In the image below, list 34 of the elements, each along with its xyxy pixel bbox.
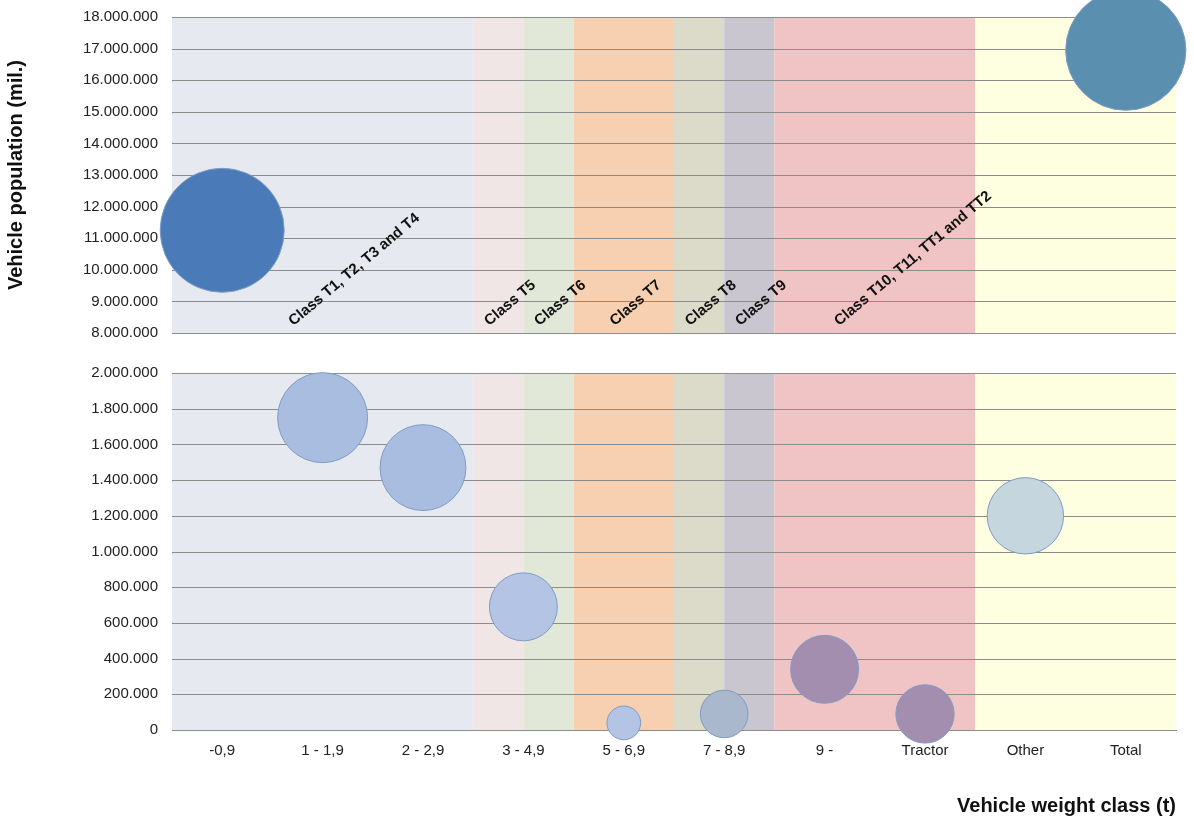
y-tick-label: 18.000.000 <box>82 7 158 25</box>
y-tick-label: 12.000.000 <box>82 196 158 214</box>
y-tick-label: 13.000.000 <box>82 165 158 183</box>
y-tick-label: 0 <box>149 720 158 738</box>
x-tick-label: 9 - <box>815 741 834 759</box>
y-tick-label: 16.000.000 <box>82 70 158 88</box>
y-tick-label: 200.000 <box>103 684 158 702</box>
y-tick-label: 1.600.000 <box>91 434 158 452</box>
y-tick-label: 800.000 <box>103 577 158 595</box>
x-axis-title: Vehicle weight class (t) <box>957 793 1176 816</box>
y-tick-label: 600.000 <box>103 613 158 631</box>
y-tick-label: 17.000.000 <box>82 38 158 56</box>
y-tick-label: 1.400.000 <box>91 470 158 488</box>
x-tick-label: 7 - 8,9 <box>702 741 746 759</box>
y-tick-label: 14.000.000 <box>82 133 158 151</box>
y-axis-title: Vehicle population (mil.) <box>3 59 26 291</box>
y-tick-label: 1.000.000 <box>91 541 158 559</box>
y-tick-label: 10.000.000 <box>82 259 158 277</box>
x-tick-label: 5 - 6,9 <box>602 741 646 759</box>
y-tick-label: 1.200.000 <box>91 505 158 523</box>
y-tick-label: 2.000.000 <box>91 363 158 381</box>
y-tick-label: 8.000.000 <box>91 323 158 341</box>
x-tick-label: Other <box>1006 741 1045 759</box>
y-tick-label: 15.000.000 <box>82 101 158 119</box>
x-tick-label: Tractor <box>901 741 949 759</box>
y-tick-label: 11.000.000 <box>84 228 158 246</box>
x-tick-label: Total <box>1109 741 1142 759</box>
y-tick-label: 400.000 <box>103 648 158 666</box>
x-tick-label: 3 - 4,9 <box>502 741 545 759</box>
y-tick-label: 9.000.000 <box>91 291 158 309</box>
x-tick-label: 1 - 1,9 <box>301 741 344 759</box>
y-tick-label: 1.800.000 <box>91 398 158 416</box>
x-tick-label: -0,9 <box>209 741 236 759</box>
x-tick-label: 2 - 2,9 <box>401 741 445 759</box>
